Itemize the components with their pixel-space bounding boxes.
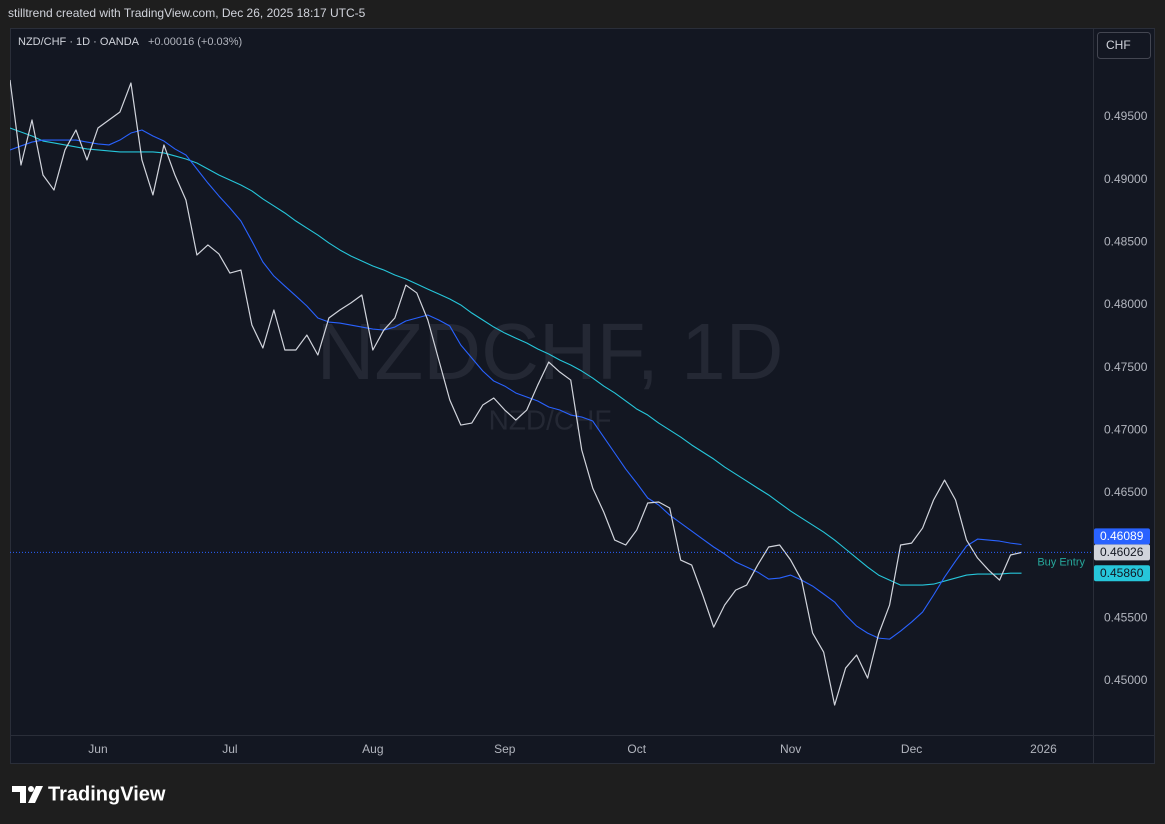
- chart-panel: [10, 28, 1155, 764]
- annotation: Buy Entry: [1037, 556, 1085, 568]
- price-label-box: [1094, 528, 1150, 545]
- x-tick-label: Aug: [362, 742, 383, 756]
- y-tick-label: 0.47500: [1104, 360, 1148, 374]
- y-tick-label: 0.48000: [1104, 297, 1148, 311]
- brand-logo: [12, 786, 43, 803]
- price-label: 0.46089: [1100, 529, 1144, 543]
- price-label-box: [1094, 544, 1150, 561]
- series-line: [10, 79, 1022, 706]
- y-tick-label: 0.49000: [1104, 172, 1148, 186]
- series-line: [10, 129, 1022, 640]
- y-tick-label: 0.45500: [1104, 610, 1148, 624]
- y-tick-label: 0.47000: [1104, 422, 1148, 436]
- price-label: 0.46026: [1100, 545, 1144, 559]
- x-tick-label: Oct: [627, 742, 646, 756]
- x-tick-label: 2026: [1030, 742, 1057, 756]
- currency-button[interactable]: [1097, 32, 1151, 59]
- price-label: 0.45860: [1100, 566, 1144, 580]
- y-tick-label: 0.49500: [1104, 109, 1148, 123]
- x-tick-label: Nov: [780, 742, 801, 756]
- price-label-box: [1094, 565, 1150, 582]
- y-tick-label: 0.45000: [1104, 673, 1148, 687]
- symbol-title: NZD/CHF · 1D · OANDA: [18, 36, 140, 48]
- watermark: NZDCHF, 1D: [317, 307, 784, 396]
- watermark-subtitle: NZD/CHF: [489, 404, 612, 435]
- x-tick-label: Dec: [901, 742, 922, 756]
- x-tick-label: Sep: [494, 742, 516, 756]
- currency-label[interactable]: CHF: [1106, 38, 1131, 52]
- y-tick-label: 0.46500: [1104, 485, 1148, 499]
- header: stilltrend created with TradingView.com,…: [8, 6, 366, 20]
- x-tick-label: Jun: [88, 742, 107, 756]
- x-tick-label: Jul: [222, 742, 237, 756]
- brand: TradingView: [48, 783, 166, 805]
- y-tick-label: 0.48500: [1104, 234, 1148, 248]
- series-line: [10, 127, 1022, 586]
- symbol-change: +0.00016 (+0.03%): [148, 36, 242, 48]
